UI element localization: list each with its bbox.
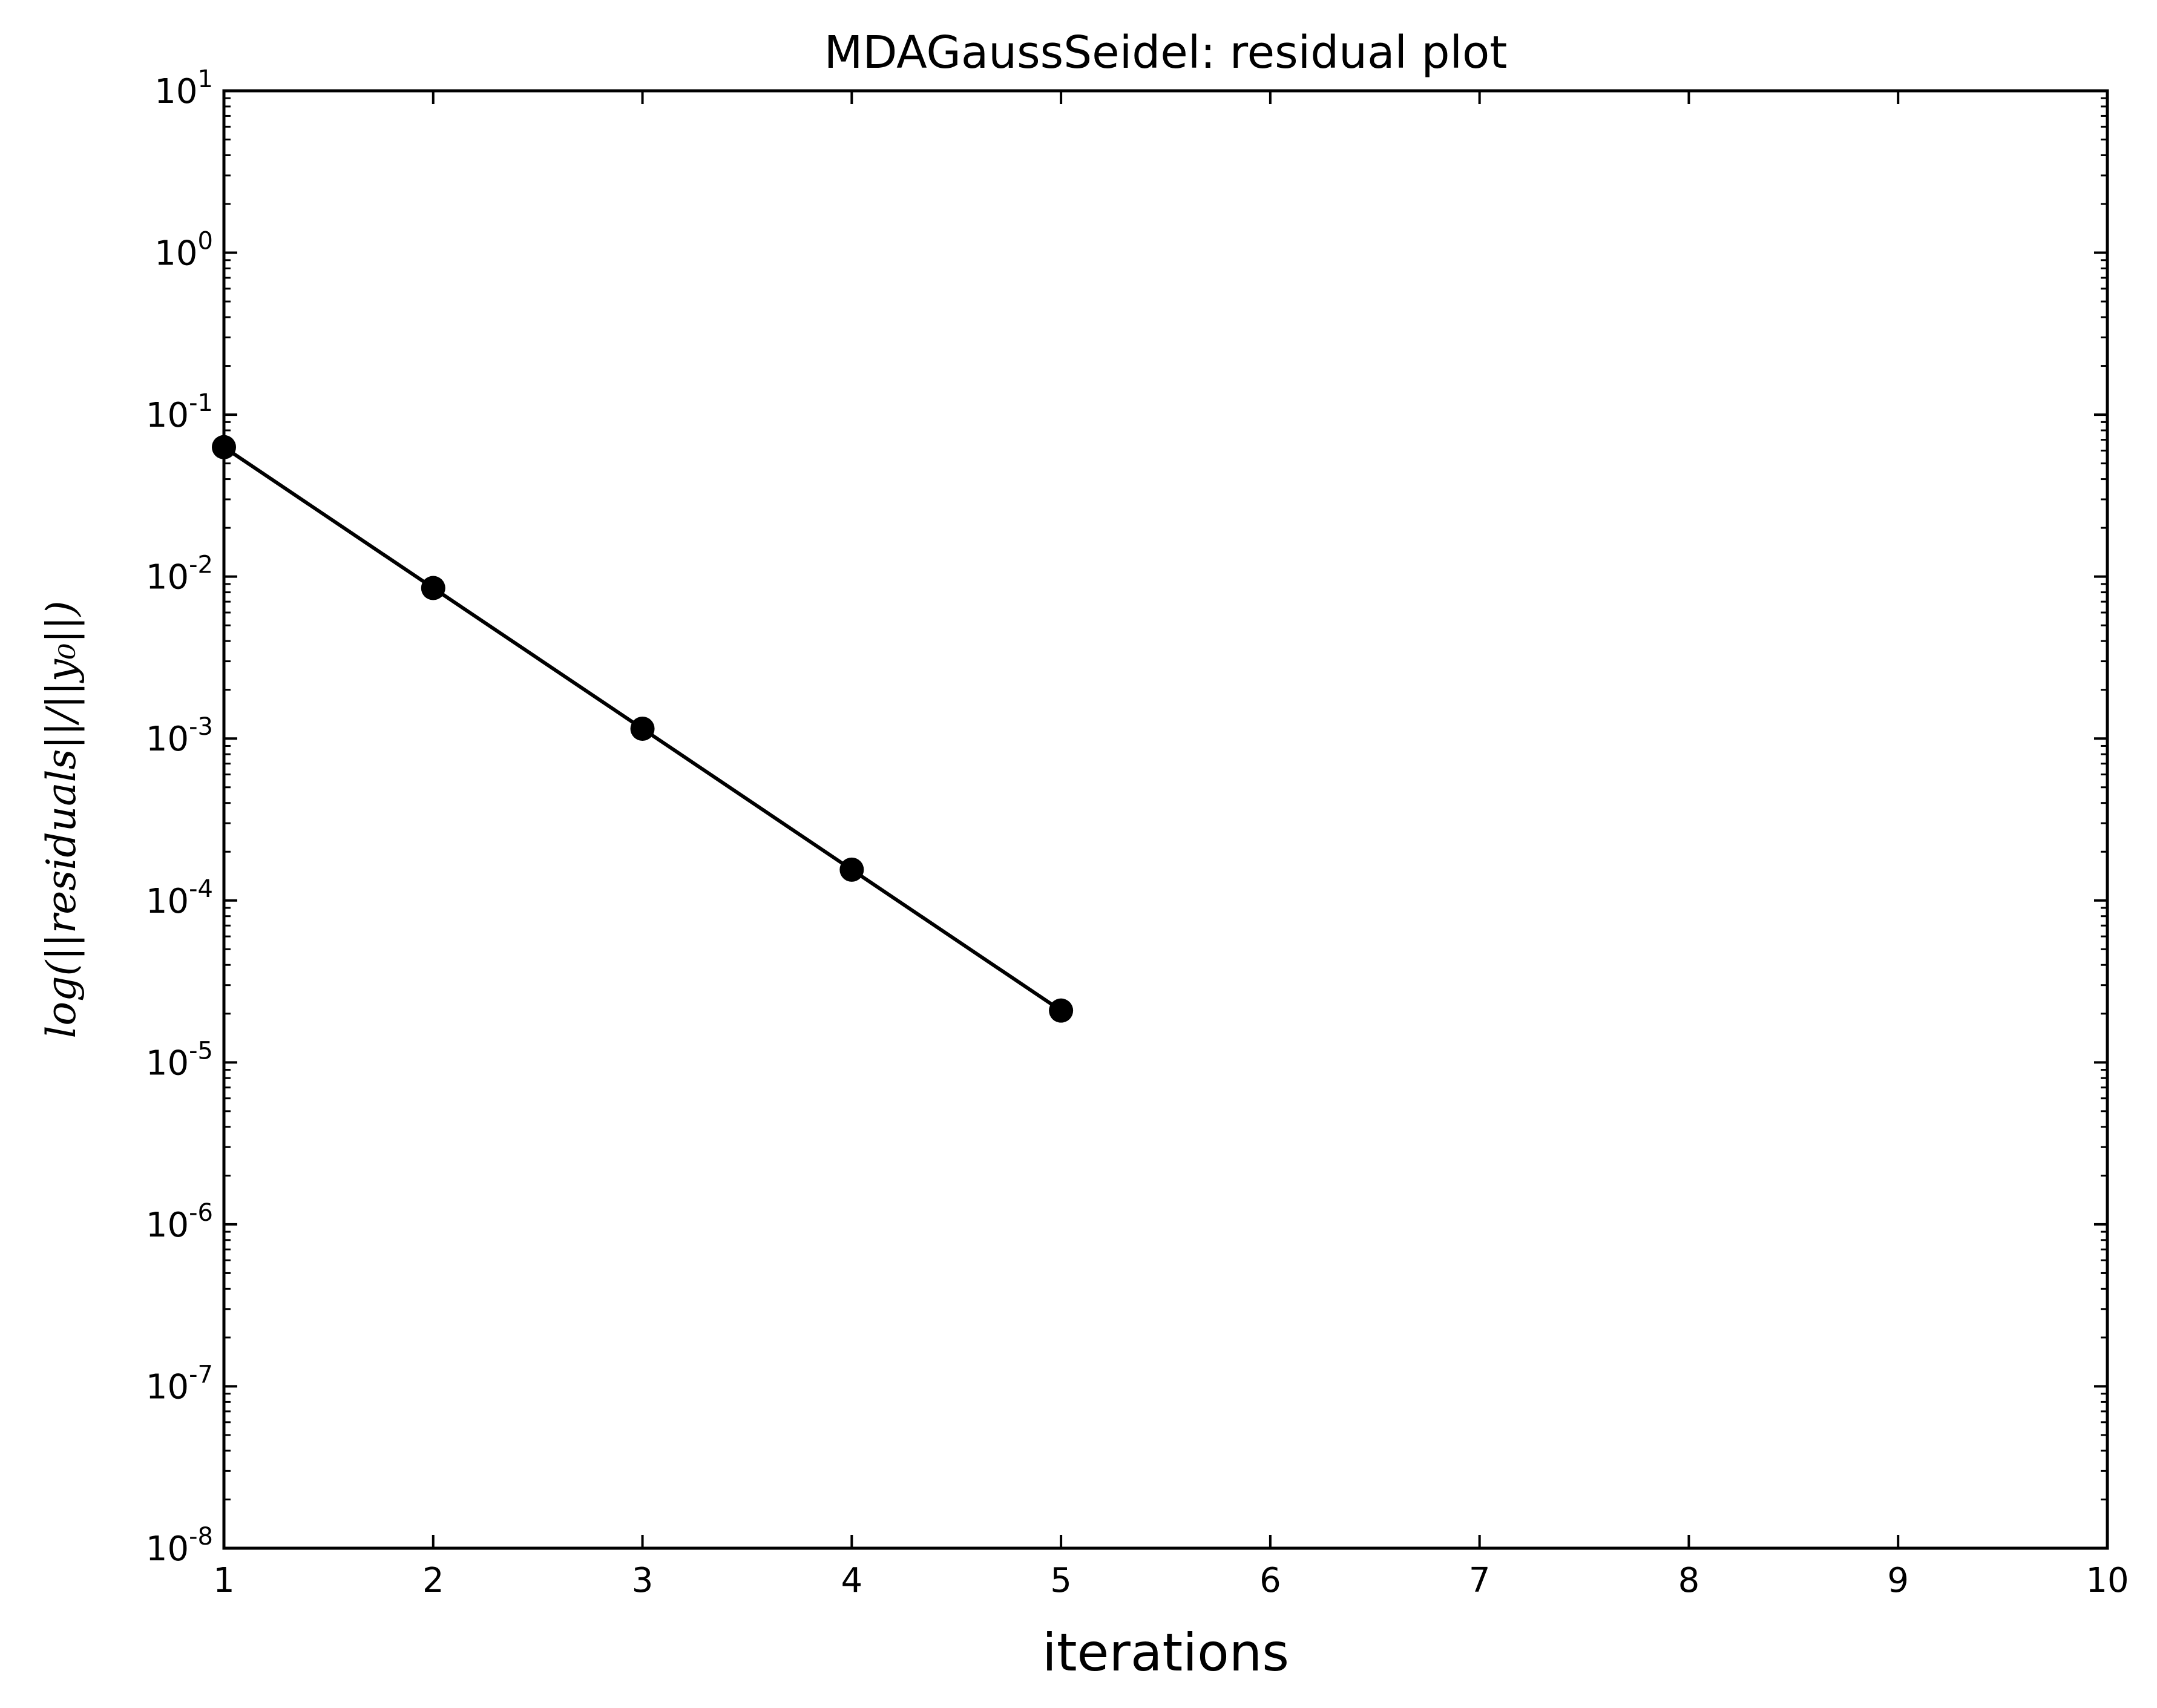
y-tick-base: 10 [146,1367,189,1407]
y-tick-base: 10 [146,396,189,435]
x-tick-label: 4 [841,1561,863,1600]
data-point [1049,998,1074,1023]
x-axis-ticks: 1 2 3 4 5 6 7 8 9 10 [213,91,2129,1600]
y-tick-label: 100 [154,228,213,274]
data-point [630,716,655,741]
y-tick-exponent: -7 [189,1361,213,1388]
x-tick-label: 2 [422,1561,444,1600]
data-point [839,857,864,882]
x-tick-label: 1 [213,1561,235,1600]
y-tick-label: 10-4 [146,875,213,921]
y-tick-exponent: 0 [198,228,213,255]
x-tick-label: 9 [1887,1561,1909,1600]
y-tick-exponent: -2 [189,551,213,579]
x-tick-label: 10 [2086,1561,2129,1600]
data-point [421,576,445,600]
x-tick-label: 6 [1259,1561,1281,1600]
chart-title: MDAGaussSeidel: residual plot [824,27,1508,79]
y-tick-label: 10-2 [146,551,213,597]
series-layer [212,435,1074,1023]
y-tick-exponent: -3 [189,713,213,741]
y-tick-label: 10-1 [146,389,213,435]
y-tick-exponent: 1 [198,65,213,93]
x-tick-label: 3 [632,1561,654,1600]
y-tick-base: 10 [146,558,189,597]
y-tick-base: 10 [146,1206,189,1245]
y-axis-label: log(||residuals||/||y₀||) [38,600,85,1038]
y-tick-base: 10 [146,882,189,921]
y-tick-label: 10-7 [146,1361,213,1407]
x-tick-label: 7 [1469,1561,1491,1600]
y-tick-exponent: -5 [189,1037,213,1065]
y-tick-label: 10-5 [146,1037,213,1083]
y-tick-label: 10-3 [146,713,213,759]
y-tick-exponent: -6 [189,1199,213,1227]
y-tick-base: 10 [146,720,189,759]
y-tick-exponent: -8 [189,1523,213,1551]
y-tick-label: 101 [154,65,213,111]
y-tick-base: 10 [154,72,197,111]
y-tick-base: 10 [146,1529,189,1569]
y-tick-base: 10 [154,234,197,274]
plot-frame [222,89,2109,1550]
y-tick-label: 10-8 [146,1523,213,1569]
y-tick-exponent: -4 [189,875,213,903]
y-tick-exponent: -1 [189,389,213,417]
x-tick-label: 5 [1050,1561,1072,1600]
x-tick-label: 8 [1678,1561,1700,1600]
y-tick-label: 10-6 [146,1199,213,1245]
y-tick-base: 10 [146,1043,189,1083]
x-axis-label: iterations [1042,1623,1289,1683]
